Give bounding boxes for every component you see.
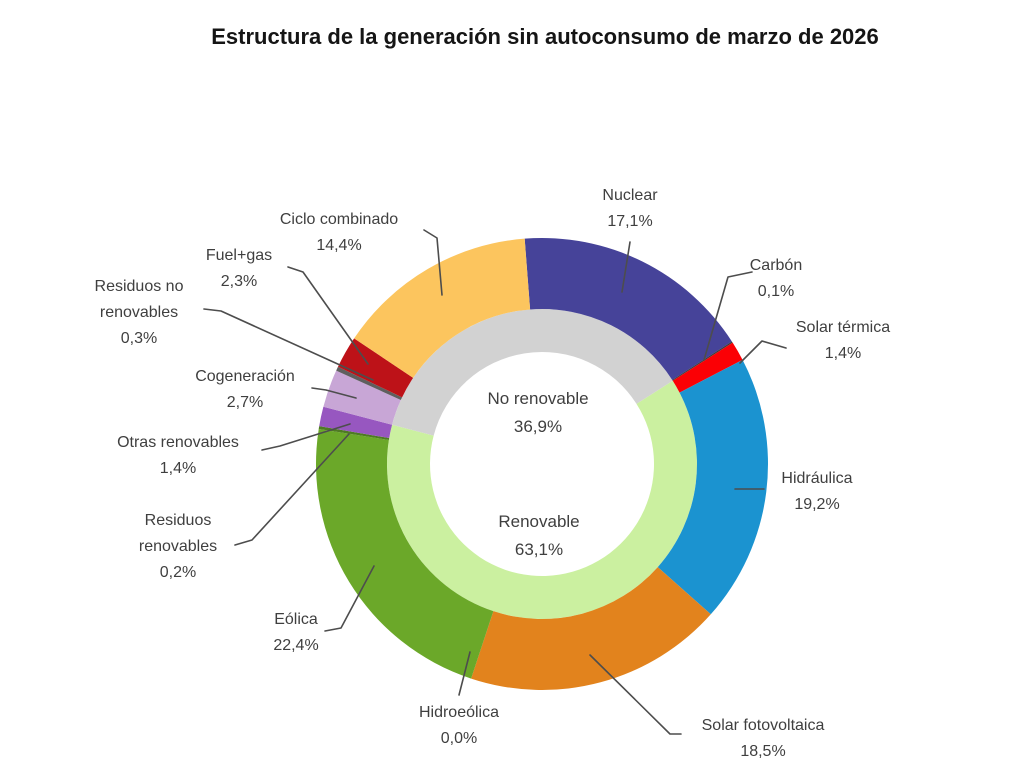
label-hidraulica-name: Hidráulica [781, 470, 853, 487]
slice-hidraulica [657, 359, 768, 615]
chart-title: Estructura de la generación sin autocons… [211, 24, 879, 49]
label-hidraulica: Hidráulica 19,2% [747, 466, 887, 518]
label-cogeneracion: Cogeneración 2,7% [170, 364, 320, 416]
label-carbon-value: 0,1% [757, 283, 795, 300]
slice-residuos-renovables [318, 426, 390, 440]
label-otras-renovables: Otras renovables 1,4% [93, 430, 263, 482]
label-otras-renovables-value: 1,4% [159, 460, 197, 477]
label-otras-renovables-name: Otras renovables [117, 434, 239, 451]
label-carbon-name: Carbón [749, 257, 803, 274]
leader-hidroeolica [458, 651, 471, 696]
label-solar-fotovoltaica: Solar fotovoltaica 18,5% [668, 713, 858, 765]
leader-otras-renovables [261, 423, 351, 451]
slice-solar-fotovoltaica [471, 567, 711, 690]
label-carbon: Carbón 0,1% [716, 253, 836, 305]
label-cogeneracion-value: 2,7% [226, 394, 264, 411]
label-solar-termica-value: 1,4% [824, 345, 862, 362]
label-no-renovable: No renovable 36,9% [458, 385, 618, 441]
leader-carbon [703, 271, 753, 361]
slice-nuclear [524, 238, 732, 380]
leader-eolica [324, 565, 375, 632]
outer-ring [315, 238, 768, 690]
label-hidroeolica-name: Hidroeólica [418, 704, 500, 721]
label-nuclear-name: Nuclear [602, 187, 658, 204]
leader-nuclear [621, 241, 631, 293]
slice-cogeneracion [323, 370, 401, 425]
label-residuos-no-renovables: Residuos no renovables 0,3% [79, 274, 199, 352]
label-solar-fotovoltaica-name: Solar fotovoltaica [701, 717, 825, 734]
label-solar-fotovoltaica-value: 18,5% [740, 743, 786, 760]
leader-fuel-gas [287, 266, 369, 365]
leader-ciclo-combinado [423, 229, 443, 296]
label-eolica: Eólica 22,4% [226, 607, 366, 659]
slice-otras-renovables [319, 406, 393, 439]
label-cogeneracion-name: Cogeneración [195, 368, 295, 385]
label-renovable-value: 63,1% [514, 540, 564, 559]
slice-fuel-gas [337, 338, 414, 398]
leader-solar-termica [739, 340, 787, 364]
label-nuclear-value: 17,1% [607, 213, 653, 230]
label-residuos-no-renovables-name: Residuos no renovables [94, 278, 184, 321]
label-renovable-name: Renovable [498, 512, 580, 531]
leader-cogeneracion [311, 387, 357, 399]
inner-ring [386, 309, 697, 620]
label-no-renovable-name: No renovable [487, 389, 589, 408]
leader-lines [203, 229, 787, 735]
slice-solar-termica [672, 342, 743, 393]
label-fuel-gas-name: Fuel+gas [205, 247, 273, 264]
slice-no-renovable [392, 309, 673, 436]
slice-renovable [386, 380, 697, 620]
label-eolica-name: Eólica [274, 611, 318, 628]
label-fuel-gas: Fuel+gas 2,3% [179, 243, 299, 295]
slice-eolica [315, 428, 494, 679]
label-renovable: Renovable 63,1% [459, 508, 619, 564]
label-no-renovable-value: 36,9% [513, 417, 563, 436]
leader-solar-fotovoltaica [589, 654, 682, 735]
label-residuos-renovables: Residuos renovables 0,2% [123, 508, 233, 586]
label-solar-termica: Solar térmica 1,4% [763, 315, 923, 367]
label-eolica-value: 22,4% [273, 637, 319, 654]
label-solar-termica-name: Solar térmica [795, 319, 891, 336]
label-hidroeolica-value: 0,0% [440, 730, 478, 747]
leader-residuos-renovables [234, 433, 350, 546]
label-hidroeolica: Hidroeólica 0,0% [389, 700, 529, 752]
label-nuclear: Nuclear 17,1% [560, 183, 700, 235]
slice-ciclo-combinado [354, 238, 531, 378]
label-residuos-no-renovables-value: 0,3% [120, 330, 158, 347]
label-ciclo-combinado-value: 14,4% [316, 237, 362, 254]
leader-residuos-no-renovables [203, 308, 374, 381]
label-residuos-renovables-value: 0,2% [159, 564, 197, 581]
slice-residuos-no-renovables [336, 366, 403, 400]
label-residuos-renovables-name: Residuos renovables [138, 512, 218, 555]
label-fuel-gas-value: 2,3% [220, 273, 258, 290]
slice-carbon [672, 341, 733, 381]
label-ciclo-combinado-name: Ciclo combinado [279, 211, 399, 228]
label-hidraulica-value: 19,2% [794, 496, 840, 513]
label-ciclo-combinado: Ciclo combinado 14,4% [249, 207, 429, 259]
